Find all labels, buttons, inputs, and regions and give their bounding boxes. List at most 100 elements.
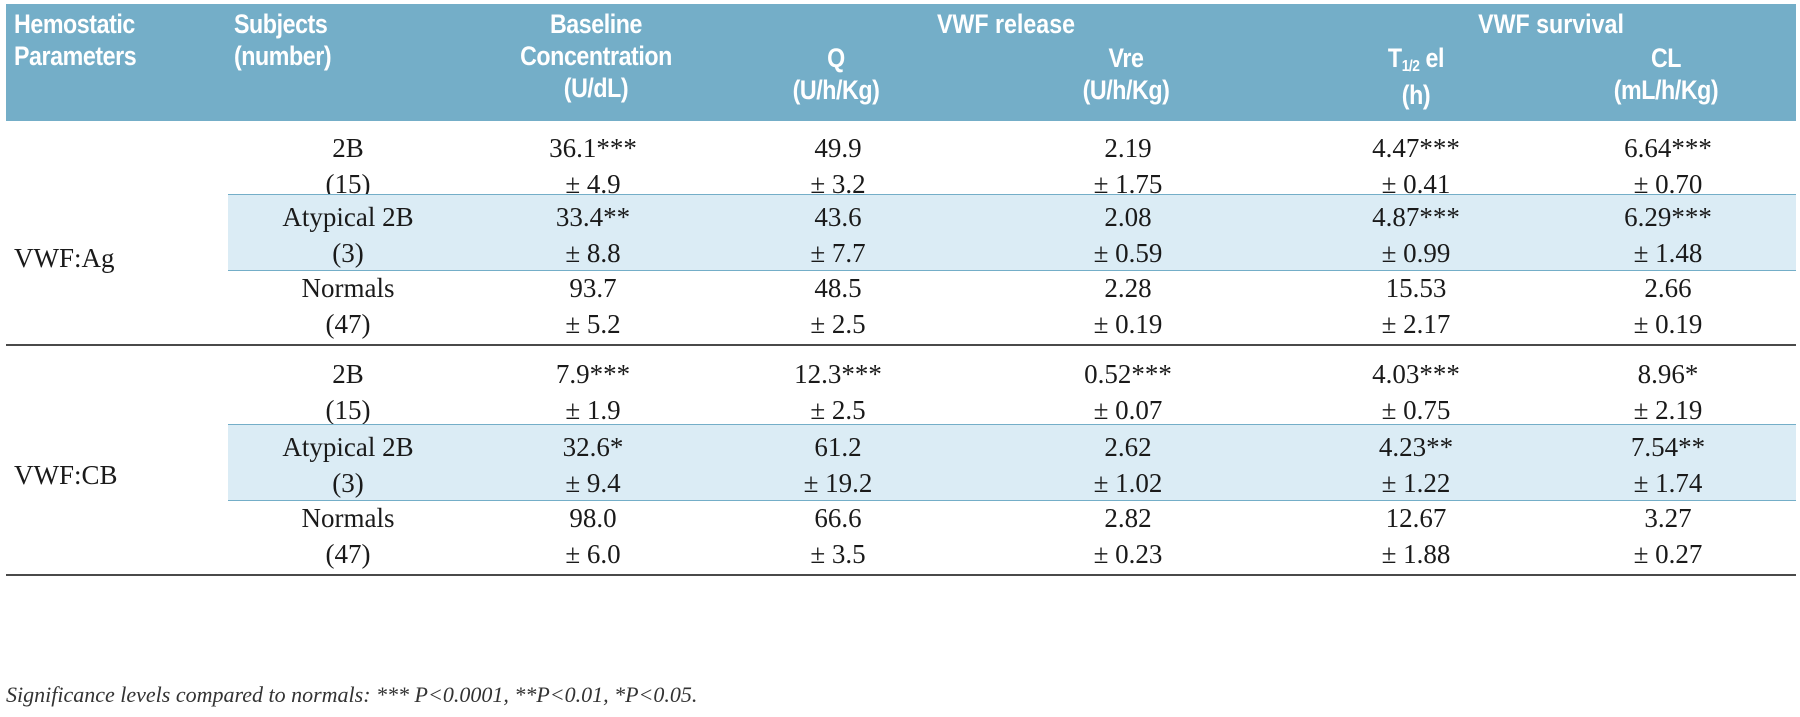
parameter-label: VWF:Ag <box>14 243 115 273</box>
sd: ± 7.7 <box>810 238 866 268</box>
subject-name: Normals <box>301 503 395 533</box>
subject-count: (3) <box>332 238 364 268</box>
cl-cell: 2.66 ± 0.19 <box>1568 270 1768 342</box>
subject-name: 2B <box>332 359 364 389</box>
header-text: (mL/h/Kg) <box>1613 75 1719 105</box>
subject-name: Atypical 2B <box>282 202 414 232</box>
baseline-cell: 98.0 ± 6.0 <box>493 500 693 572</box>
header-baseline: Baseline Concentration (U/dL) <box>501 8 690 104</box>
value: 2.28 <box>1104 273 1152 303</box>
table-row: Atypical 2B (3) 32.6* ± 9.4 61.2 ± 19.2 2.6… <box>228 424 1796 501</box>
sd: ± 2.5 <box>810 309 866 339</box>
header-vre: Vre (U/h/Kg) <box>1040 42 1212 106</box>
subject-cell: Atypical 2B (3) <box>258 199 438 271</box>
value: 4.87*** <box>1372 202 1460 232</box>
baseline-cell: 33.4** ± 8.8 <box>493 199 693 271</box>
cl-cell: 6.64*** ± 0.70 <box>1568 130 1768 202</box>
sd: ± 2.5 <box>810 395 866 425</box>
table-bottom-rule <box>6 574 1796 576</box>
sd: ± 0.75 <box>1381 395 1451 425</box>
sd: ± 0.23 <box>1093 539 1163 569</box>
value: 32.6* <box>562 432 624 462</box>
value: 36.1*** <box>549 133 637 163</box>
baseline-cell: 7.9*** ± 1.9 <box>493 356 693 428</box>
header-subscript: 1/2 <box>1401 58 1420 75</box>
q-cell: 61.2 ± 19.2 <box>738 429 938 501</box>
table-row: Normals (47) 98.0 ± 6.0 66.6 ± 3.5 2.82 ± 0.… <box>228 496 1796 571</box>
sd: ± 1.88 <box>1381 539 1451 569</box>
subject-count: (47) <box>325 309 371 339</box>
cl-cell: 6.29*** ± 1.48 <box>1568 199 1768 271</box>
header-text: el <box>1419 43 1445 73</box>
value: 6.29*** <box>1624 202 1712 232</box>
sd: ± 0.19 <box>1093 309 1163 339</box>
value: 48.5 <box>814 273 862 303</box>
value: 2.62 <box>1104 432 1152 462</box>
value: 4.03*** <box>1372 359 1460 389</box>
value: 33.4** <box>555 202 631 232</box>
baseline-cell: 36.1*** ± 4.9 <box>493 130 693 202</box>
vre-cell: 2.19 ± 1.75 <box>1028 130 1228 202</box>
value: 98.0 <box>569 503 617 533</box>
value: 15.53 <box>1385 273 1447 303</box>
header-text: Vre <box>1108 43 1144 73</box>
vre-cell: 2.28 ± 0.19 <box>1028 270 1228 342</box>
vre-cell: 0.52*** ± 0.07 <box>1028 356 1228 428</box>
header-text: (number) <box>234 41 332 71</box>
sd: ± 0.19 <box>1633 309 1703 339</box>
vre-cell: 2.62 ± 1.02 <box>1028 429 1228 501</box>
value: 4.23** <box>1378 432 1454 462</box>
footnote: Significance levels compared to normals:… <box>6 682 698 707</box>
cl-cell: 8.96* ± 2.19 <box>1568 356 1768 428</box>
header-text: Concentration <box>520 41 672 71</box>
header-text: (U/h/Kg) <box>792 75 880 105</box>
value: 66.6 <box>814 503 862 533</box>
sd: ± 3.5 <box>810 539 866 569</box>
section-divider <box>6 344 1796 346</box>
header-text: Parameters <box>14 41 137 71</box>
header-text: (h) <box>1401 80 1431 110</box>
header-group-vwf-survival: VWF survival <box>1478 9 1624 39</box>
value: 12.67 <box>1385 503 1447 533</box>
cl-cell: 3.27 ± 0.27 <box>1568 500 1768 572</box>
q-cell: 66.6 ± 3.5 <box>738 500 938 572</box>
thalf-cell: 15.53 ± 2.17 <box>1316 270 1516 342</box>
value: 4.47*** <box>1372 133 1460 163</box>
table-row: 2B (15) 7.9*** ± 1.9 12.3*** ± 2.5 0.52*** ±… <box>228 352 1796 427</box>
header-q: Q (U/h/Kg) <box>750 42 922 106</box>
q-cell: 12.3*** ± 2.5 <box>738 356 938 428</box>
sd: ± 1.02 <box>1093 468 1163 498</box>
thalf-cell: 12.67 ± 1.88 <box>1316 500 1516 572</box>
subject-name: Normals <box>301 273 395 303</box>
sd: ± 6.0 <box>565 539 621 569</box>
header-subjects: Subjects (number) <box>234 8 363 72</box>
value: 2.82 <box>1104 503 1152 533</box>
value: 8.96* <box>1637 359 1699 389</box>
baseline-cell: 32.6* ± 9.4 <box>493 429 693 501</box>
subject-cell: 2B (15) <box>258 130 438 202</box>
header-hemostatic-parameters: Hemostatic Parameters <box>14 8 169 72</box>
subject-cell: Normals (47) <box>258 270 438 342</box>
value: 7.54** <box>1630 432 1706 462</box>
table-row: Atypical 2B (3) 33.4** ± 8.8 43.6 ± 7.7 2.0… <box>228 194 1796 271</box>
table-row: Normals (47) 93.7 ± 5.2 48.5 ± 2.5 2.28 ± 0.… <box>228 266 1796 341</box>
subject-cell: 2B (15) <box>258 356 438 428</box>
table-row: 2B (15) 36.1*** ± 4.9 49.9 ± 3.2 2.19 ± 1.75… <box>228 126 1796 201</box>
thalf-cell: 4.47*** ± 0.41 <box>1316 130 1516 202</box>
vre-cell: 2.82 ± 0.23 <box>1028 500 1228 572</box>
header-text: Hemostatic <box>14 9 135 39</box>
value: 7.9*** <box>555 359 631 389</box>
sd: ± 0.27 <box>1633 539 1703 569</box>
value: 61.2 <box>814 432 862 462</box>
sd: ± 2.19 <box>1633 395 1703 425</box>
sd: ± 5.2 <box>565 309 621 339</box>
value: 93.7 <box>569 273 617 303</box>
subject-count: (15) <box>325 395 371 425</box>
header-thalf-label: T1/2 el <box>1339 42 1494 79</box>
value: 12.3*** <box>794 359 882 389</box>
header-text: Q <box>827 43 845 73</box>
cl-cell: 7.54** ± 1.74 <box>1568 429 1768 501</box>
sd: ± 9.4 <box>565 468 621 498</box>
header-text: T <box>1387 43 1402 73</box>
sd: ± 0.99 <box>1381 238 1451 268</box>
